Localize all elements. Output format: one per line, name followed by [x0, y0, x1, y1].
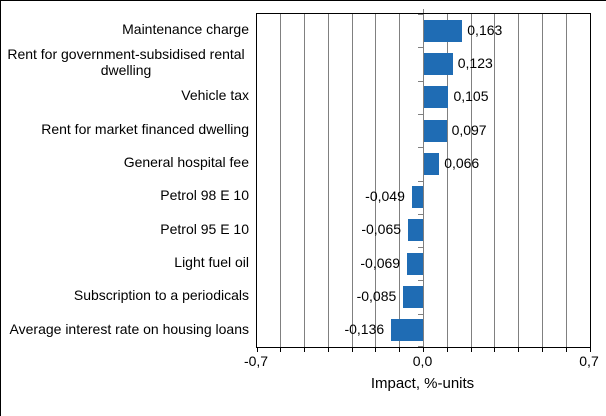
value-axis-tick	[518, 348, 520, 352]
category-label: Light fuel oil	[3, 246, 249, 279]
x-tick-label: 0,7	[579, 353, 599, 369]
category-axis-tick	[423, 9, 424, 13]
gridline	[518, 14, 520, 347]
category-label: Maintenance charge	[3, 13, 249, 46]
category-label-text: Vehicle tax	[181, 87, 249, 104]
value-label: 0,105	[453, 88, 489, 105]
bar	[423, 19, 463, 42]
bar	[407, 252, 424, 275]
bar	[423, 52, 453, 75]
value-axis-tick	[541, 348, 543, 352]
gridline	[399, 14, 401, 347]
value-label: -0,049	[365, 188, 405, 205]
category-label: Rent for market financed dwelling	[3, 113, 249, 146]
category-label: Petrol 95 E 10	[3, 213, 249, 246]
gridline	[565, 14, 567, 347]
category-axis-tick	[418, 47, 423, 48]
bar	[423, 152, 440, 175]
x-tick-label: -0,7	[243, 353, 269, 369]
zero-axis-line	[423, 14, 424, 347]
value-label: 0,123	[457, 54, 493, 71]
bar	[411, 186, 424, 209]
category-label-text: Rent for market financed dwelling	[41, 120, 249, 137]
value-label: -0,065	[361, 221, 402, 238]
category-axis-tick	[418, 114, 423, 115]
bar	[403, 286, 424, 309]
value-axis-tick	[351, 348, 353, 352]
category-label-text: General hospital fee	[123, 154, 249, 170]
category-label-text: Rent for government-subsidised rental dw…	[7, 46, 245, 78]
value-axis-tick	[399, 348, 401, 352]
category-label: Subscription to a periodicals	[3, 279, 249, 312]
category-axis-tick	[418, 181, 423, 182]
category-label: Rent for government-subsidised rental dw…	[3, 46, 249, 79]
category-axis-tick	[418, 247, 423, 248]
value-axis-tick	[327, 348, 329, 352]
category-axis-tick	[418, 346, 423, 347]
value-label: 0,097	[451, 121, 487, 138]
bar	[423, 119, 447, 142]
gridline	[470, 14, 472, 347]
value-label: -0,069	[360, 254, 401, 271]
value-axis-tick	[470, 348, 472, 352]
value-label: -0,085	[356, 288, 397, 305]
category-axis-tick	[418, 314, 423, 315]
plot-area	[256, 9, 591, 352]
category-label: General hospital fee	[3, 146, 249, 179]
bar	[408, 219, 424, 242]
value-axis-tick	[375, 348, 377, 352]
category-label: Petrol 98 E 10	[3, 180, 249, 213]
value-axis-tick	[494, 348, 496, 352]
category-label-text: Light fuel oil	[174, 253, 249, 270]
value-axis-tick	[446, 348, 448, 352]
value-axis-tick	[589, 348, 591, 352]
category-axis-tick	[418, 14, 423, 15]
bar	[391, 319, 424, 342]
gridline	[280, 14, 282, 347]
category-label-text: Petrol 95 E 10	[160, 220, 249, 237]
gridline	[304, 14, 306, 347]
gridline	[446, 14, 448, 347]
category-label-text: Petrol 98 E 10	[160, 187, 249, 204]
category-label-text: Subscription to a periodicals	[73, 287, 249, 304]
gridline	[351, 14, 353, 347]
category-label: Average interest rate on housing loans	[3, 313, 249, 346]
value-label: 0,066	[444, 154, 480, 171]
category-axis-tick	[418, 147, 423, 148]
gridline	[494, 14, 496, 347]
category-label-text: Average interest rate on housing loans	[9, 320, 249, 337]
category-axis-tick	[418, 280, 423, 281]
value-axis-tick	[565, 348, 567, 352]
gridline	[541, 14, 543, 347]
value-axis-tick	[256, 348, 258, 352]
bar	[423, 86, 449, 109]
category-axis-tick	[418, 81, 423, 82]
gridline	[327, 14, 329, 347]
x-axis-title: Impact, %-units	[370, 375, 475, 392]
category-axis-tick	[418, 214, 423, 215]
value-label: -0,136	[344, 321, 385, 338]
value-axis-tick	[423, 348, 424, 352]
x-tick-label: 0,0	[412, 353, 433, 369]
gridline	[375, 14, 377, 347]
value-label: 0,163	[467, 21, 503, 38]
category-label-text: Maintenance charge	[122, 20, 249, 37]
value-axis-tick	[304, 348, 306, 352]
category-label: Vehicle tax	[3, 80, 249, 113]
value-axis-tick	[280, 348, 282, 352]
